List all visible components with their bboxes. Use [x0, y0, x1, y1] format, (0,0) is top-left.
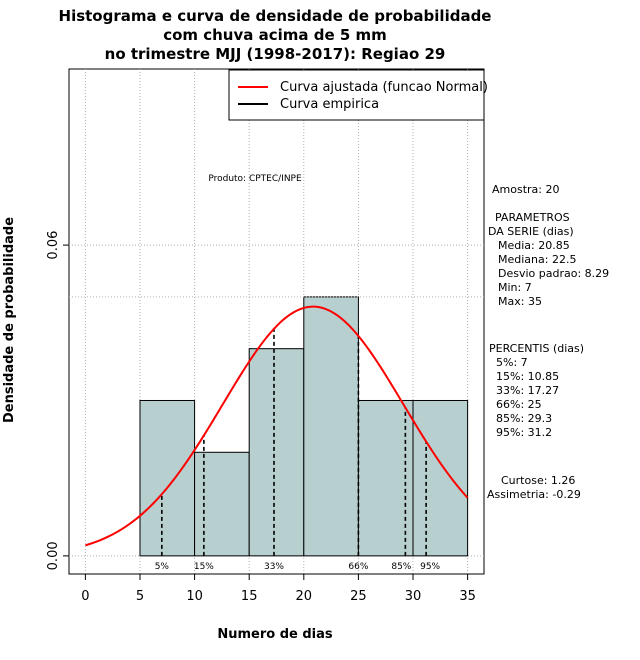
assimetria: Assimetria: -0.29 — [487, 488, 581, 501]
percentile-label-0: 5% — [155, 562, 170, 572]
params-heading-2: DA SERIE (dias) — [488, 225, 574, 238]
normal-fit-curve — [85, 305, 469, 547]
histogram-bar-2 — [248, 348, 305, 557]
percentil-66: 66%: 25 — [496, 398, 542, 411]
y-tick-label-0: 0.00 — [46, 541, 61, 570]
chart-title-line-1: Histograma e curva de densidade de proba… — [59, 7, 492, 25]
param-min: Min: 7 — [498, 281, 532, 294]
percentil-5: 5%: 7 — [496, 356, 528, 369]
params-heading-1: PARAMETROS — [495, 211, 570, 224]
legend-box — [228, 69, 485, 121]
x-tick-label-0: 0 — [81, 589, 89, 604]
param-mean: Media: 20.85 — [498, 239, 570, 252]
x-tick-label-35: 35 — [459, 589, 476, 604]
y-tick-label-1: 0.06 — [46, 231, 61, 260]
bars-layer — [139, 296, 469, 557]
percentis-heading: PERCENTIS (dias) — [489, 342, 584, 355]
axes-layer: 0 5 10 15 20 25 30 35 0.00 0.06 — [46, 231, 476, 604]
percentil-33: 33%: 17.27 — [496, 384, 559, 397]
percentil-15: 15%: 10.85 — [496, 370, 559, 383]
histogram-bar-3 — [303, 296, 359, 557]
legend-label-fit: Curva ajustada (funcao Normal) — [280, 80, 488, 95]
percentil-95: 95%: 31.2 — [496, 426, 552, 439]
x-tick-label-10: 10 — [186, 589, 203, 604]
x-axis-title: Numero de dias — [217, 627, 333, 642]
histogram-bar-1 — [194, 451, 250, 557]
y-axis-title: Densidade de probabilidade — [2, 217, 17, 423]
sample-size: Amostra: 20 — [492, 183, 559, 196]
product-annotation: Produto: CPTEC/INPE — [208, 174, 302, 184]
x-tick-label-20: 20 — [296, 589, 313, 604]
histogram-bar-5 — [412, 399, 469, 557]
param-max: Max: 35 — [498, 295, 542, 308]
percentile-label-3: 66% — [348, 562, 368, 572]
x-tick-label-15: 15 — [241, 589, 258, 604]
percentile-label-1: 15% — [194, 562, 214, 572]
stats-panel: Amostra: 20 PARAMETROS DA SERIE (dias) M… — [487, 183, 609, 501]
curve-layer — [85, 305, 469, 547]
x-tick-label-25: 25 — [350, 589, 367, 604]
percentile-label-4: 85% — [391, 562, 411, 572]
percentile-layer: 5% 15% 33% 66% 85% 95% — [155, 328, 441, 572]
x-tick-label-30: 30 — [405, 589, 422, 604]
chart-title-line-3: no trimestre MJJ (1998-2017): Regiao 29 — [105, 45, 446, 63]
histogram-bar-4 — [357, 399, 414, 557]
chart-title-line-2: com chuva acima de 5 mm — [163, 26, 387, 44]
histogram-bar-0 — [139, 399, 196, 557]
curtose: Curtose: 1.26 — [501, 474, 575, 487]
percentile-label-2: 33% — [264, 562, 284, 572]
percentil-85: 85%: 29.3 — [496, 412, 552, 425]
legend: Curva ajustada (funcao Normal) Curva emp… — [228, 69, 488, 121]
param-median: Mediana: 22.5 — [498, 253, 576, 266]
param-sd: Desvio padrao: 8.29 — [498, 267, 609, 280]
x-tick-label-5: 5 — [136, 589, 144, 604]
percentile-label-5: 95% — [420, 562, 440, 572]
legend-label-empirical: Curva empirica — [280, 97, 379, 112]
